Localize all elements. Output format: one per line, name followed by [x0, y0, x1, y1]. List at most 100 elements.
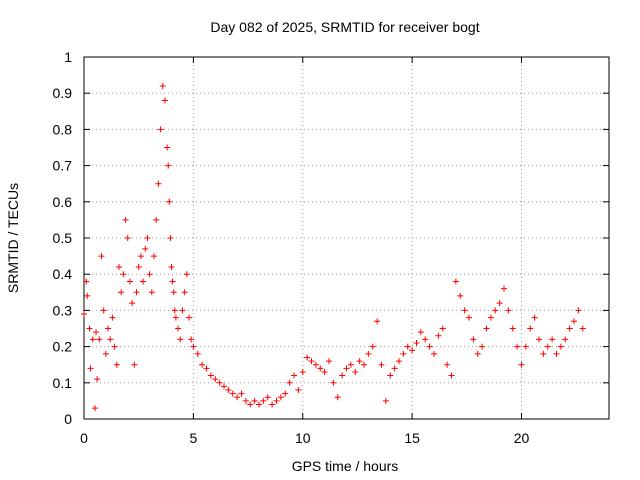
data-point — [111, 343, 118, 350]
data-point — [291, 372, 297, 379]
grid-lines — [84, 57, 609, 419]
data-point — [317, 365, 324, 372]
data-point — [89, 336, 96, 343]
y-tick-label: 0 — [64, 411, 72, 427]
data-point — [155, 180, 162, 187]
data-point — [177, 336, 184, 343]
data-point — [168, 263, 175, 270]
data-point — [242, 397, 249, 404]
data-point — [321, 368, 328, 375]
data-point — [435, 332, 442, 339]
data-point — [479, 343, 486, 350]
data-point — [417, 329, 424, 336]
data-points — [81, 82, 586, 412]
data-point — [356, 358, 363, 365]
data-point — [404, 343, 411, 350]
y-tick-label: 0.3 — [53, 302, 73, 318]
data-point — [102, 350, 109, 357]
x-tick-label: 20 — [514, 430, 530, 446]
data-point — [571, 318, 577, 325]
data-point — [369, 343, 376, 350]
data-point — [260, 397, 267, 404]
data-point — [575, 307, 582, 314]
data-point — [339, 372, 346, 379]
y-tick-label: 0.2 — [53, 339, 73, 355]
data-point — [470, 336, 477, 343]
data-point — [308, 358, 315, 365]
data-point — [133, 289, 140, 296]
data-point — [142, 245, 149, 252]
data-point — [203, 365, 210, 372]
data-point — [422, 336, 429, 343]
x-tick-label: 10 — [295, 430, 311, 446]
data-point — [247, 401, 254, 408]
y-tick-label: 0.1 — [53, 375, 73, 391]
data-point — [562, 336, 569, 343]
data-point — [169, 278, 176, 285]
data-point — [492, 307, 499, 314]
data-point — [426, 343, 433, 350]
data-point — [167, 235, 174, 241]
data-point — [286, 379, 293, 386]
data-point — [264, 394, 271, 401]
data-point — [326, 358, 332, 365]
data-point — [172, 314, 179, 321]
data-point — [501, 285, 507, 292]
data-point — [98, 253, 105, 260]
data-point — [188, 336, 195, 343]
data-point — [553, 350, 560, 357]
data-point — [549, 336, 556, 343]
data-point — [505, 307, 512, 314]
y-tick-label: 0.4 — [53, 266, 73, 282]
data-point — [496, 300, 503, 307]
data-point — [129, 300, 136, 307]
data-point — [137, 253, 144, 260]
data-point — [466, 314, 472, 321]
data-point — [179, 307, 186, 314]
data-point — [86, 325, 93, 332]
data-point — [522, 343, 529, 350]
data-point — [509, 325, 516, 332]
data-point — [109, 314, 116, 321]
data-point — [448, 372, 455, 379]
data-point — [131, 361, 138, 368]
data-point — [347, 361, 354, 368]
data-point — [365, 350, 372, 357]
y-tick-label: 0.9 — [53, 85, 73, 101]
data-point — [343, 365, 350, 372]
x-tick-label: 15 — [404, 430, 420, 446]
data-point — [135, 263, 142, 270]
data-point — [514, 343, 521, 350]
x-tick-label: 0 — [80, 430, 88, 446]
data-point — [256, 401, 262, 408]
data-point — [122, 216, 129, 223]
data-point — [83, 278, 90, 285]
data-point — [165, 162, 172, 169]
data-point — [126, 278, 133, 285]
data-point — [113, 361, 120, 368]
data-point — [452, 278, 459, 285]
data-point — [216, 379, 223, 386]
data-point — [229, 390, 236, 397]
data-point — [212, 376, 219, 383]
data-point — [273, 397, 280, 404]
data-point — [387, 372, 394, 379]
data-point — [439, 325, 446, 332]
data-point — [518, 361, 525, 368]
data-point — [166, 198, 173, 205]
data-point — [361, 361, 367, 368]
data-point — [146, 271, 153, 278]
data-point — [557, 343, 564, 350]
y-tick-label: 0.6 — [53, 194, 73, 210]
data-point — [295, 387, 302, 394]
data-point — [100, 307, 107, 314]
data-point — [566, 325, 573, 332]
data-point — [400, 350, 407, 357]
data-point — [251, 397, 258, 404]
data-point — [544, 343, 551, 350]
x-tick-label: 5 — [189, 430, 197, 446]
data-point — [164, 144, 171, 151]
data-point — [151, 253, 157, 260]
data-point — [540, 350, 547, 357]
data-point — [87, 365, 94, 372]
